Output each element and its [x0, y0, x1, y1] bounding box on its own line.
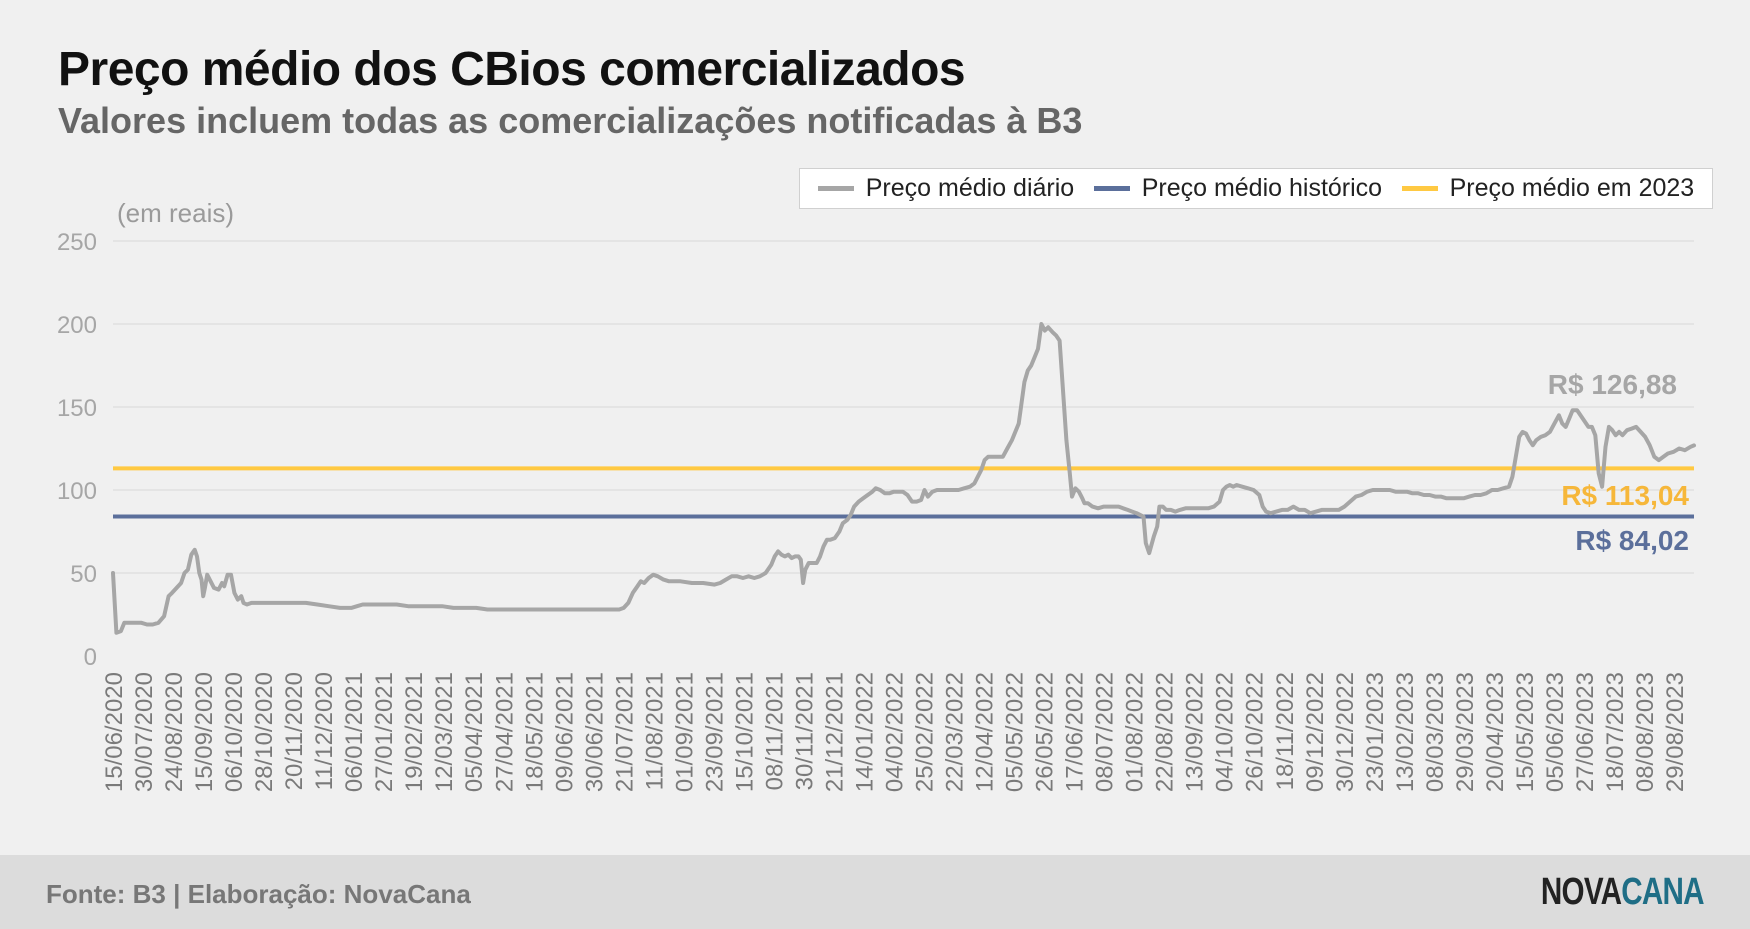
x-tick-label: 05/04/2021: [461, 672, 488, 792]
chart-subtitle: Valores incluem todas as comercializaçõe…: [58, 100, 1083, 141]
y-axis-label: (em reais): [117, 198, 234, 228]
x-tick-label: 08/08/2023: [1632, 672, 1659, 792]
x-tick-label: 23/01/2023: [1362, 672, 1389, 792]
x-tick-label: 12/04/2022: [972, 672, 999, 792]
logo-cana: CANA: [1621, 871, 1704, 913]
x-tick-label: 20/04/2023: [1482, 672, 1509, 792]
chart-title: Preço médio dos CBios comercializados: [58, 43, 966, 96]
x-tick-label: 26/10/2022: [1242, 672, 1269, 792]
x-tick-label: 22/08/2022: [1152, 672, 1179, 792]
x-tick-label: 12/03/2021: [431, 672, 458, 792]
x-tick-label: 18/11/2022: [1272, 672, 1299, 790]
x-tick-label: 08/07/2022: [1092, 672, 1119, 792]
x-tick-label: 18/05/2021: [521, 672, 548, 792]
x-tick-label: 05/05/2022: [1002, 672, 1029, 792]
x-tick-label: 01/09/2021: [671, 672, 698, 792]
x-tick-label: 15/06/2020: [101, 672, 128, 792]
average-2023-label: R$ 113,04: [1561, 480, 1689, 511]
legend-label-daily: Preço médio diário: [865, 174, 1075, 202]
x-tick-label: 30/07/2020: [131, 672, 158, 792]
x-tick-label: 30/11/2021: [791, 672, 818, 790]
x-tick-label: 15/10/2021: [731, 672, 758, 792]
x-tick-label: 08/03/2023: [1422, 672, 1449, 792]
x-tick-label: 06/10/2020: [221, 672, 248, 792]
x-tick-label: 05/06/2023: [1542, 672, 1569, 792]
legend-swatch-daily: [817, 186, 854, 191]
x-tick-label: 06/01/2021: [341, 672, 368, 792]
x-tick-label: 14/01/2022: [851, 672, 878, 792]
y-tick-label-250: 250: [57, 229, 97, 256]
legend-item-historic: Preço médio histórico: [1093, 174, 1383, 203]
x-tick-label: 27/06/2023: [1572, 672, 1599, 792]
x-tick-label: 28/10/2020: [251, 672, 278, 792]
legend-swatch-historic: [1093, 186, 1130, 191]
y-tick-label-100: 100: [57, 478, 97, 505]
logo-nova: NOVA: [1541, 871, 1622, 913]
x-tick-label: 11/08/2021: [641, 672, 668, 790]
x-tick-label: 25/02/2022: [912, 672, 939, 792]
x-tick-label: 13/09/2022: [1182, 672, 1209, 792]
x-tick-label: 29/08/2023: [1662, 672, 1689, 792]
x-tick-label: 18/07/2023: [1602, 672, 1629, 792]
x-tick-label: 23/09/2021: [701, 672, 728, 792]
novacana-logo: NOVACANA: [1541, 871, 1705, 914]
x-tick-label: 15/05/2023: [1512, 672, 1539, 792]
daily-price-line: [111, 322, 1696, 635]
x-tick-label: 22/03/2022: [942, 672, 969, 792]
x-tick-label: 17/06/2022: [1062, 672, 1089, 792]
x-tick-label: 30/12/2022: [1332, 672, 1359, 792]
line-chart: (em reais) 0 50 100 150 200 250 15/06/2020 30/07…: [57, 198, 1696, 792]
legend-swatch-2023: [1401, 186, 1438, 191]
y-tick-label-200: 200: [57, 312, 97, 339]
y-tick-label-150: 150: [57, 395, 97, 422]
x-tick-label: 20/11/2020: [281, 672, 308, 790]
legend-item-2023: Preço médio em 2023: [1401, 174, 1695, 203]
last-value-label: R$ 126,88: [1548, 369, 1677, 400]
x-tick-label: 29/03/2023: [1452, 672, 1479, 792]
x-tick-label: 15/09/2020: [191, 672, 218, 792]
historic-average-label: R$ 84,02: [1575, 525, 1689, 556]
x-tick-label: 09/06/2021: [551, 672, 578, 792]
legend-item-daily: Preço médio diário: [817, 174, 1075, 203]
legend-label-historic: Preço médio histórico: [1141, 174, 1383, 202]
x-tick-label: 27/01/2021: [371, 672, 398, 792]
x-tick-label: 04/02/2022: [882, 672, 909, 792]
x-tick-label: 21/12/2021: [821, 672, 848, 792]
x-tick-label: 09/12/2022: [1302, 672, 1329, 792]
x-tick-label: 30/06/2021: [581, 672, 608, 792]
source-note: Fonte: B3 | Elaboração: NovaCana: [46, 879, 471, 909]
x-tick-label: 04/10/2022: [1212, 672, 1239, 792]
x-tick-label: 27/04/2021: [491, 672, 518, 792]
x-tick-label: 01/08/2022: [1122, 672, 1149, 792]
x-tick-label: 21/07/2021: [611, 672, 638, 792]
x-tick-label: 13/02/2023: [1392, 672, 1419, 792]
legend: Preço médio diário Preço médio histórico…: [799, 168, 1713, 209]
x-tick-label: 11/12/2020: [311, 672, 338, 790]
legend-label-2023: Preço médio em 2023: [1449, 174, 1695, 202]
x-tick-label: 19/02/2021: [401, 672, 428, 792]
x-tick-label: 24/08/2020: [161, 672, 188, 792]
x-tick-label: 26/05/2022: [1032, 672, 1059, 792]
x-tick-label: 08/11/2021: [761, 672, 788, 790]
footer: Fonte: B3 | Elaboração: NovaCana NOVACAN…: [0, 855, 1750, 929]
y-tick-label-50: 50: [70, 561, 97, 588]
y-tick-label-0: 0: [84, 644, 97, 671]
